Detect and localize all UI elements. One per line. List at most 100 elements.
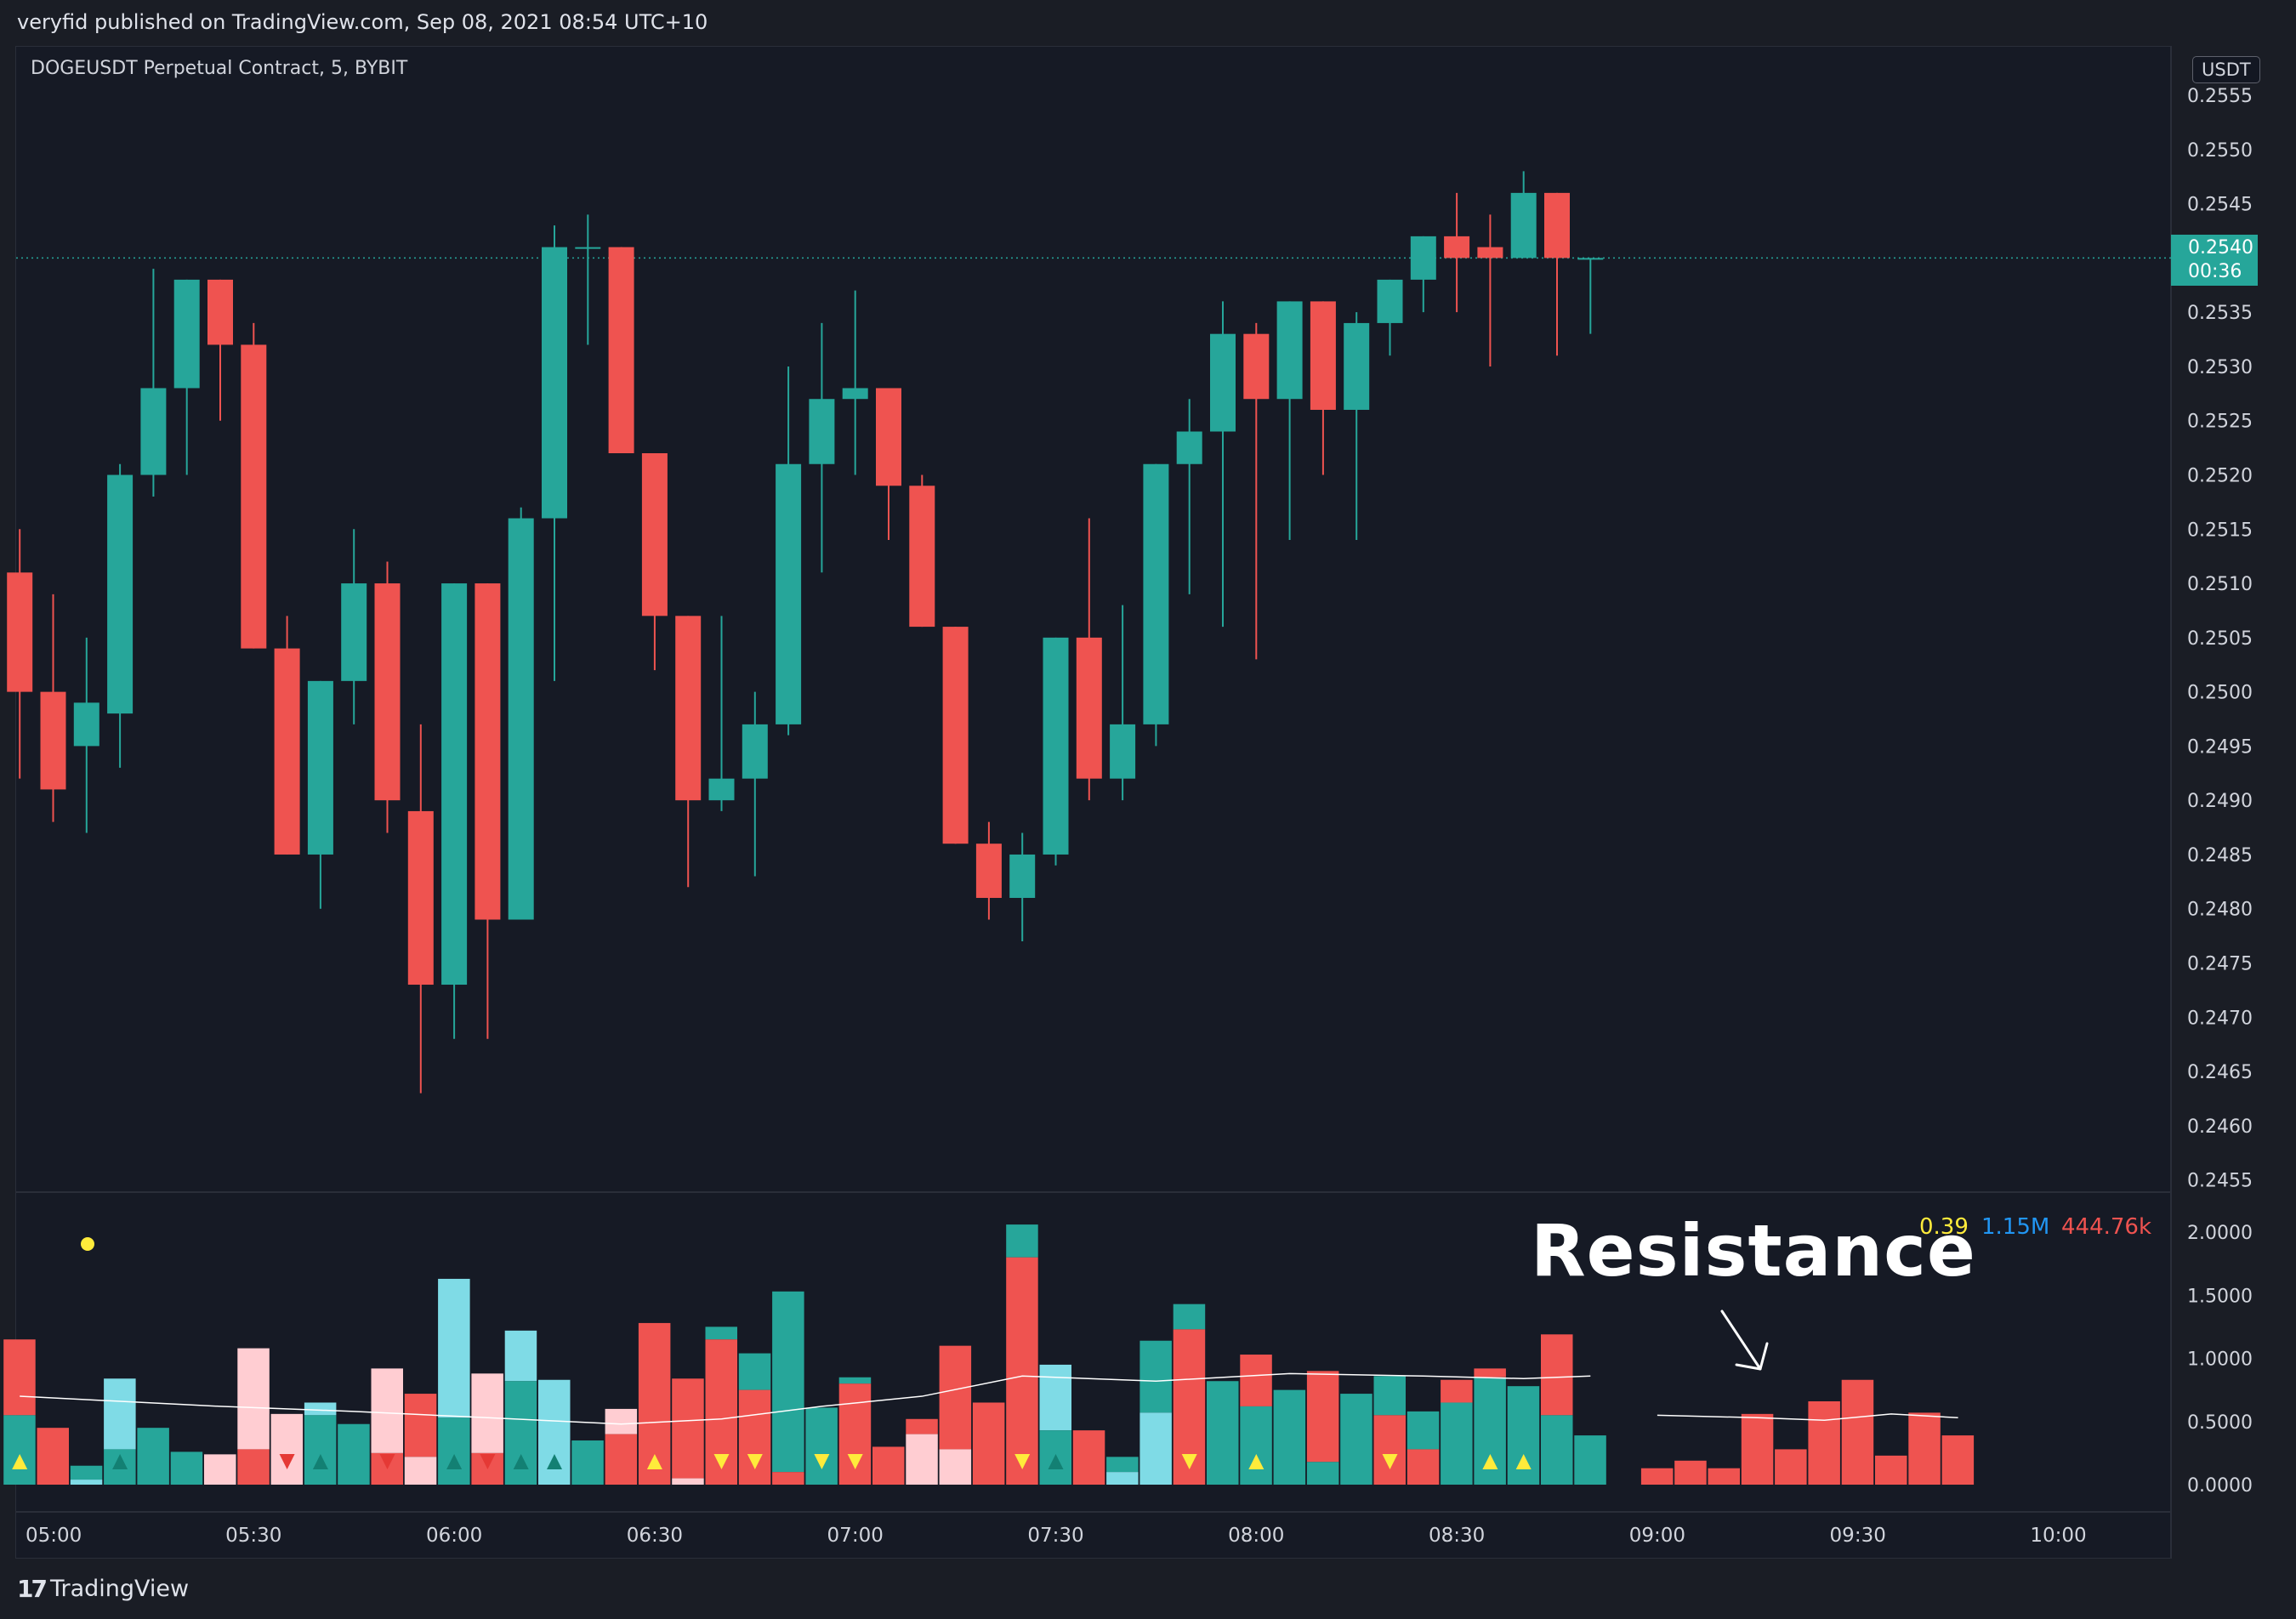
volume-bar-bottom[interactable] xyxy=(939,1449,972,1485)
volume-bar-top[interactable] xyxy=(1507,1386,1540,1485)
candle-body[interactable] xyxy=(708,778,735,801)
candle-body[interactable] xyxy=(1310,301,1336,410)
volume-bar-top[interactable] xyxy=(1541,1334,1573,1416)
volume-bar-top[interactable] xyxy=(3,1339,36,1416)
volume-bar-bottom[interactable] xyxy=(605,1434,638,1485)
volume-bar-bottom[interactable] xyxy=(3,1415,36,1485)
candle-body[interactable] xyxy=(40,691,66,790)
volume-bar-top[interactable] xyxy=(504,1330,537,1382)
volume-bar-bottom[interactable] xyxy=(404,1457,437,1485)
volume-bar-bottom[interactable] xyxy=(1441,1402,1473,1485)
chart-symbol-title[interactable]: DOGEUSDT Perpetual Contract, 5, BYBIT xyxy=(31,58,408,79)
candle-body[interactable] xyxy=(7,572,33,692)
volume-bar-top[interactable] xyxy=(1441,1379,1473,1403)
volume-bar-top[interactable] xyxy=(972,1402,1005,1485)
candle-body[interactable] xyxy=(475,583,501,920)
volume-bar-top[interactable] xyxy=(1841,1379,1874,1485)
volume-bar-top[interactable] xyxy=(772,1291,804,1473)
candle-body[interactable] xyxy=(975,844,1002,898)
candle-body[interactable] xyxy=(1043,637,1069,855)
candle-body[interactable] xyxy=(809,399,835,464)
volume-bar-top[interactable] xyxy=(371,1368,404,1453)
candle-body[interactable] xyxy=(1410,236,1436,280)
volume-bar-top[interactable] xyxy=(1674,1460,1707,1485)
volume-bar-bottom[interactable] xyxy=(1373,1415,1407,1485)
volume-bar-bottom[interactable] xyxy=(672,1478,704,1485)
candle-body[interactable] xyxy=(1210,333,1236,432)
volume-bar-top[interactable] xyxy=(1775,1449,1807,1485)
candle-body[interactable] xyxy=(675,616,702,801)
volume-bar-top[interactable] xyxy=(906,1418,938,1434)
volume-bar-top[interactable] xyxy=(438,1278,470,1418)
volume-bar-top[interactable] xyxy=(872,1446,905,1485)
volume-bar-top[interactable] xyxy=(1306,1371,1339,1463)
volume-bar-top[interactable] xyxy=(304,1402,337,1416)
volume-bar-top[interactable] xyxy=(204,1454,236,1485)
volume-bar-top[interactable] xyxy=(137,1428,169,1485)
volume-bar-bottom[interactable] xyxy=(1407,1449,1440,1485)
volume-bar-bottom[interactable] xyxy=(70,1480,103,1485)
candle-body[interactable] xyxy=(1243,333,1270,400)
volume-bar-top[interactable] xyxy=(1240,1355,1272,1406)
volume-bar-top[interactable] xyxy=(404,1394,437,1457)
volume-bar-top[interactable] xyxy=(1875,1455,1907,1485)
candle-body[interactable] xyxy=(341,583,367,681)
candle-body[interactable] xyxy=(641,452,668,616)
volume-bar-top[interactable] xyxy=(471,1373,503,1453)
volume-bar-bottom[interactable] xyxy=(838,1383,872,1485)
candle-body[interactable] xyxy=(1276,301,1303,400)
candle-body[interactable] xyxy=(1110,724,1136,779)
volume-bar-top[interactable] xyxy=(37,1428,70,1485)
volume-bar-top[interactable] xyxy=(1908,1412,1941,1485)
candle-body[interactable] xyxy=(441,583,468,986)
volume-bar-top[interactable] xyxy=(1941,1435,1975,1485)
volume-bar-bottom[interactable] xyxy=(1139,1412,1172,1485)
volume-bar-top[interactable] xyxy=(1640,1468,1674,1485)
volume-bar-bottom[interactable] xyxy=(1006,1257,1038,1485)
candle-body[interactable] xyxy=(1477,247,1503,258)
volume-bar-bottom[interactable] xyxy=(237,1449,270,1485)
volume-bar-bottom[interactable] xyxy=(906,1434,938,1485)
volume-bar-top[interactable] xyxy=(1106,1457,1139,1473)
volume-bar-top[interactable] xyxy=(104,1378,136,1450)
volume-bar-top[interactable] xyxy=(1373,1376,1407,1416)
candle-body[interactable] xyxy=(107,474,134,714)
candle-body[interactable] xyxy=(307,680,333,855)
volume-bar-top[interactable] xyxy=(939,1345,972,1450)
candle-body[interactable] xyxy=(241,344,267,649)
volume-bar-top[interactable] xyxy=(1039,1364,1072,1431)
volume-bar-top[interactable] xyxy=(1574,1435,1606,1485)
resistance-annotation[interactable]: Resistance xyxy=(1531,1209,1976,1292)
volume-bar-top[interactable] xyxy=(805,1407,838,1485)
volume-bar-bottom[interactable] xyxy=(304,1415,337,1485)
candle-body[interactable] xyxy=(1344,322,1370,410)
candle-body[interactable] xyxy=(1444,236,1470,258)
volume-bar-bottom[interactable] xyxy=(772,1472,804,1485)
candle-body[interactable] xyxy=(542,247,567,519)
candle-body[interactable] xyxy=(1510,192,1537,258)
candle-body[interactable] xyxy=(742,724,768,779)
candle-body[interactable] xyxy=(1377,279,1403,323)
volume-bar-top[interactable] xyxy=(1808,1400,1840,1485)
candle-body[interactable] xyxy=(1577,258,1604,260)
volume-bar-bottom[interactable] xyxy=(438,1417,470,1485)
candle-body[interactable] xyxy=(173,279,200,389)
candle-body[interactable] xyxy=(374,583,401,801)
currency-button[interactable]: USDT xyxy=(2192,56,2260,83)
candle-body[interactable] xyxy=(1076,637,1102,779)
volume-bar-top[interactable] xyxy=(1072,1430,1105,1485)
candle-body[interactable] xyxy=(1143,463,1169,724)
candle-body[interactable] xyxy=(776,463,802,724)
volume-bar-top[interactable] xyxy=(1708,1468,1741,1485)
tradingview-logo[interactable]: 17 TradingView xyxy=(17,1575,189,1603)
volume-bar-top[interactable] xyxy=(738,1353,771,1390)
volume-bar-top[interactable] xyxy=(1139,1340,1172,1413)
volume-bar-top[interactable] xyxy=(237,1348,270,1450)
candle-body[interactable] xyxy=(207,279,233,345)
candle-body[interactable] xyxy=(73,702,99,747)
candle-body[interactable] xyxy=(842,388,868,400)
candle-body[interactable] xyxy=(1009,854,1036,898)
volume-bar-top[interactable] xyxy=(1474,1368,1506,1378)
volume-bar-top[interactable] xyxy=(571,1440,604,1485)
